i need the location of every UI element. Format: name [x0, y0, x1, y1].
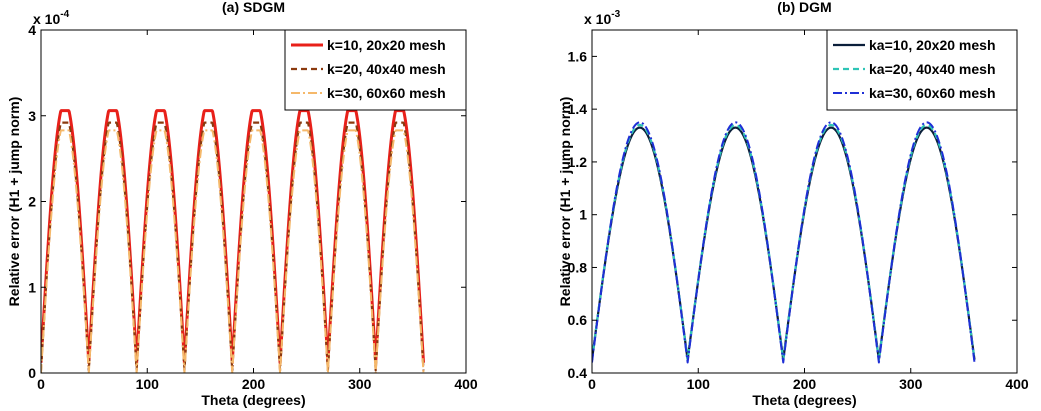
chart-panel-2: (b) DGM x 10-3 0 100 200 300 400 0.4 0.6 0.8 1 1.2 1… — [557, 0, 1029, 408]
x-tick-label: 200 — [242, 376, 266, 392]
y-tick-label: 1.6 — [568, 48, 588, 64]
y-tick-label: 3 — [28, 108, 36, 124]
legend: ka=10, 20x20 mesh ka=20, 40x40 mesh ka=30,… — [826, 29, 1018, 111]
legend-label-3: k=30, 60x60 mesh — [327, 85, 446, 101]
series-line-3 — [41, 129, 425, 373]
y-tick-label: 0.8 — [568, 259, 588, 275]
x-tick-label: 0 — [37, 376, 45, 392]
series-line-1 — [592, 126, 976, 361]
y-tick-label: 4 — [28, 22, 36, 38]
legend-label-1: ka=10, 20x20 mesh — [869, 37, 996, 53]
series-line-2 — [41, 121, 425, 372]
y-tick-label: 1 — [579, 207, 587, 223]
exponent-power: -4 — [60, 9, 69, 20]
x-tick-label: 400 — [454, 376, 478, 392]
exponent-base: x 10 — [33, 11, 60, 27]
legend-label-2: k=20, 40x40 mesh — [327, 61, 446, 77]
x-tick-label: 0 — [588, 376, 596, 392]
chart-title: (b) DGM — [777, 0, 831, 15]
chart-title: (a) SDGM — [222, 0, 285, 15]
y-axis-label: Relative error (H1 + jump norm) — [6, 97, 22, 307]
legend-label-2: ka=20, 40x40 mesh — [869, 61, 996, 77]
legend-label-1: k=10, 20x20 mesh — [327, 37, 446, 53]
chart-panel-1: (a) SDGM x 10-4 0 100 200 300 400 0 1 2 3 4 Theta (d… — [6, 0, 478, 408]
y-tick-label: 1 — [28, 279, 36, 295]
legend: k=10, 20x20 mesh k=20, 40x40 mesh k=30, 60… — [284, 29, 467, 111]
series-line-3 — [592, 121, 976, 364]
axis-exponent: x 10-3 — [584, 9, 621, 27]
y-axis-label: Relative error (H1 + jump norm) — [557, 97, 573, 307]
series-line-2 — [592, 123, 976, 361]
x-axis-label: Theta (degrees) — [201, 392, 305, 408]
x-tick-label: 200 — [793, 376, 817, 392]
x-axis-label: Theta (degrees) — [752, 392, 856, 408]
x-tick-label: 300 — [348, 376, 372, 392]
exponent-power: -3 — [611, 9, 620, 20]
x-tick-label: 100 — [136, 376, 160, 392]
y-tick-label: 2 — [28, 194, 36, 210]
x-tick-label: 100 — [687, 376, 711, 392]
y-tick-label: 1.4 — [568, 101, 588, 117]
x-tick-label: 400 — [1005, 376, 1029, 392]
axis-exponent: x 10-4 — [33, 9, 70, 27]
y-tick-label: 1.2 — [568, 154, 588, 170]
x-tick-label: 300 — [899, 376, 923, 392]
legend-label-3: ka=30, 60x60 mesh — [869, 85, 996, 101]
y-tick-label: 0 — [28, 365, 36, 381]
y-tick-label: 0.6 — [568, 312, 588, 328]
exponent-base: x 10 — [584, 11, 611, 27]
y-tick-label: 0.4 — [568, 365, 588, 381]
